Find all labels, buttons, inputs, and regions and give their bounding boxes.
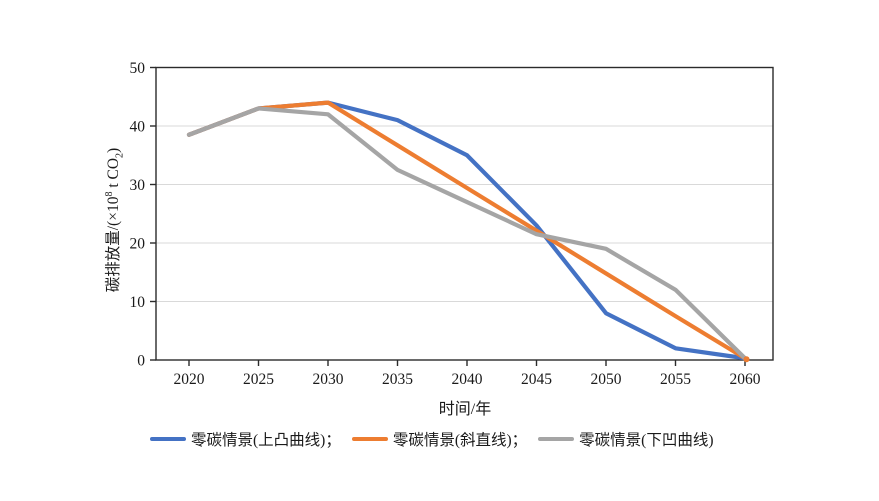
series-line-2	[186, 106, 748, 361]
svg-text:40: 40	[130, 119, 146, 136]
svg-text:2060: 2060	[730, 371, 761, 388]
svg-text:2025: 2025	[243, 371, 274, 388]
svg-text:2050: 2050	[591, 371, 622, 388]
svg-text:2040: 2040	[452, 371, 483, 388]
legend-label-concave: 零碳情景(下凹曲线)	[579, 432, 714, 449]
legend-item-concave: 零碳情景(下凹曲线)	[538, 428, 713, 450]
svg-text:2030: 2030	[313, 371, 344, 388]
series-end-marker	[743, 356, 750, 363]
axis-ticks	[150, 66, 746, 366]
plot-border	[155, 66, 774, 361]
legend-item-straight: 零碳情景(斜直线)；	[351, 428, 528, 450]
svg-text:50: 50	[130, 60, 146, 77]
svg-text:2045: 2045	[521, 371, 552, 388]
x-axis-title: 时间/年	[438, 401, 492, 418]
y-tick-labels: 0 10 20 30 40 50	[130, 60, 146, 370]
legend-item-convex: 零碳情景(上凸曲线)；	[150, 428, 341, 450]
legend-label-convex: 零碳情景(上凸曲线)；	[191, 432, 341, 449]
y-axis-title-text: 碳排放量/(×10	[105, 196, 123, 293]
y-axis-title-subscript: 2	[114, 152, 126, 158]
legend-line-swatch-orange	[351, 436, 388, 442]
legend-line-swatch-blue	[150, 436, 186, 442]
series-line-1	[186, 100, 748, 361]
svg-text:10: 10	[130, 294, 146, 311]
legend-line-swatch-gray	[538, 436, 575, 442]
series-line-0	[186, 100, 748, 361]
svg-text:20: 20	[130, 236, 146, 253]
y-axis-title-superscript: 8	[104, 191, 115, 197]
legend-label-straight: 零碳情景(斜直线)；	[392, 432, 528, 449]
chart-legend: 零碳情景(上凸曲线)； 零碳情景(斜直线)； 零碳情景(下凹曲线)	[150, 429, 713, 449]
x-tick-labels: 2020 2025 2030 2035 2040 2045 2050 2055 2060	[174, 371, 761, 388]
svg-text:2055: 2055	[660, 371, 691, 388]
svg-text:30: 30	[130, 177, 146, 194]
svg-text:2020: 2020	[174, 371, 205, 388]
y-axis-title-close: )	[105, 147, 123, 153]
svg-text:2035: 2035	[382, 371, 413, 388]
svg-text:0: 0	[137, 353, 145, 370]
y-axis-title: 碳排放量/(×108 t CO2)	[99, 98, 125, 342]
y-axis-title-unit: t CO	[105, 157, 123, 192]
